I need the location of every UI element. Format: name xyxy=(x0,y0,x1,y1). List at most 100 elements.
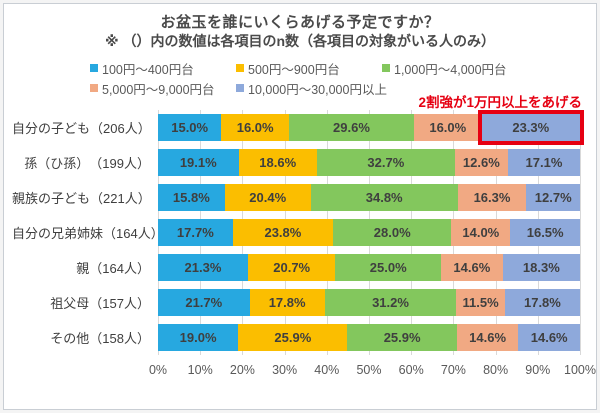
chart-row: 孫（ひ孫） （199人） 19.1% 18.6% 32.7% 12.6% 17.1% xyxy=(12,145,580,180)
plot-area: 自分の子ども（206人） 15.0% 16.0% 29.6% 16.0% 23.3% 孫（ひ… xyxy=(12,110,596,381)
bar-segment-value: 25.9% xyxy=(274,330,312,345)
row-label: 自分の兄弟姉妹（164人） xyxy=(12,226,164,241)
stacked-bar: 15.0% 16.0% 29.6% 16.0% 23.3% xyxy=(158,110,585,145)
bar-segment: 19.0% xyxy=(158,324,239,351)
bar-segment-value: 14.6% xyxy=(530,330,568,345)
chart: 自分の子ども（206人） 15.0% 16.0% 29.6% 16.0% 23.3% 孫（ひ… xyxy=(12,110,596,381)
bar-segment-value: 18.6% xyxy=(259,155,297,170)
bar-segment-value: 19.0% xyxy=(179,330,217,345)
x-axis-tick: 20% xyxy=(229,363,255,377)
bar-segment-value: 20.4% xyxy=(249,190,287,205)
bar-segment: 14.0% xyxy=(451,219,511,246)
bar-segment: 23.8% xyxy=(232,219,334,246)
bar-segment: 17.8% xyxy=(504,289,580,316)
bar-segment-value: 16.0% xyxy=(236,120,274,135)
bar-segment: 31.2% xyxy=(324,289,457,316)
bar-segment: 11.5% xyxy=(456,289,505,316)
bar-segment-value: 17.7% xyxy=(176,225,214,240)
legend-item-2: 1,000円〜4,000円台 xyxy=(382,58,586,78)
chart-row: 祖父母（157人） 21.7% 17.8% 31.2% 11.5% 17.8% xyxy=(12,285,580,320)
legend-swatch-icon xyxy=(236,84,244,92)
bar-segment: 16.0% xyxy=(221,114,289,141)
bar-segment-value: 14.6% xyxy=(453,260,491,275)
legend-item-0: 100円〜400円台 xyxy=(90,58,236,78)
bar-segment: 16.0% xyxy=(413,114,482,141)
bar-segment: 32.7% xyxy=(316,149,455,176)
bar-segment-value: 21.7% xyxy=(185,295,223,310)
bar-segment: 17.1% xyxy=(507,149,580,176)
chart-frame: お盆玉を誰にいくらあげる予定ですか？ ※ （）内の数値は各項目のn数（各項目の対… xyxy=(3,3,597,410)
x-axis-tick: 10% xyxy=(187,363,213,377)
x-axis-tick: 30% xyxy=(272,363,298,377)
bar-segment-value: 31.2% xyxy=(372,295,409,310)
stacked-bar: 19.0% 25.9% 25.9% 14.6% 14.6% xyxy=(158,324,580,351)
bar-segment: 20.7% xyxy=(247,254,336,281)
gridline xyxy=(580,110,581,355)
stacked-bar: 21.7% 17.8% 31.2% 11.5% 17.8% xyxy=(158,289,580,316)
chart-subtitle: ※ （）内の数値は各項目のn数（各項目の対象がいる人のみ） xyxy=(104,33,496,49)
row-label: 自分の子ども（206人） xyxy=(12,121,151,136)
bar-segment: 16.5% xyxy=(510,219,580,246)
bar-segment: 28.0% xyxy=(333,219,452,246)
legend-item-1: 500円〜900円台 xyxy=(236,58,382,78)
stacked-bar: 19.1% 18.6% 32.7% 12.6% 17.1% xyxy=(158,149,580,176)
x-axis-tick: 70% xyxy=(440,363,466,377)
chart-row: 自分の子ども（206人） 15.0% 16.0% 29.6% 16.0% 23.3% xyxy=(12,110,585,145)
row-label: 孫（ひ孫） （199人） xyxy=(24,156,150,171)
x-axis-tick: 0% xyxy=(148,363,168,377)
bar-segment-value: 21.3% xyxy=(184,260,222,275)
bar-segment-value: 12.6% xyxy=(462,155,500,170)
legend-item-4: 10,000円〜30,000円以上 xyxy=(236,78,387,98)
bar-segment-value: 23.3% xyxy=(512,120,550,135)
stacked-bar: 17.7% 23.8% 28.0% 14.0% 16.5% xyxy=(158,219,580,246)
stacked-bar: 21.3% 20.7% 25.0% 14.6% 18.3% xyxy=(158,254,580,281)
bar-segment-value: 25.0% xyxy=(369,260,407,275)
row-label: 親族の子ども（221人） xyxy=(12,191,151,206)
annotation-text: 2割強が1万円以上をあげる xyxy=(418,95,582,110)
bar-segment-value: 18.3% xyxy=(522,260,560,275)
bar-segment: 21.3% xyxy=(158,254,248,281)
legend: 100円〜400円台 500円〜900円台 1,000円〜4,000円台 5,000円… xyxy=(90,58,586,98)
row-label: 祖父母（157人） xyxy=(50,296,150,311)
x-axis-tick: 40% xyxy=(314,363,340,377)
bar-segment: 34.8% xyxy=(310,184,458,211)
x-axis-tick: 60% xyxy=(398,363,424,377)
bar-segment: 25.0% xyxy=(335,254,442,281)
bar-segment-value: 34.8% xyxy=(365,190,403,205)
legend-label: 100円〜400円台 xyxy=(102,62,194,77)
bar-segment-value: 16.5% xyxy=(526,225,564,240)
bar-segment: 16.3% xyxy=(457,184,527,211)
legend-item-3: 5,000円〜9,000円台 xyxy=(90,78,236,98)
bar-segment-value: 29.6% xyxy=(333,120,370,135)
bar-segment: 18.6% xyxy=(238,149,317,176)
bar-segment-value: 14.6% xyxy=(469,330,507,345)
bar-rows: 自分の子ども（206人） 15.0% 16.0% 29.6% 16.0% 23.3% 孫（ひ… xyxy=(12,110,585,355)
legend-swatch-icon xyxy=(90,84,98,92)
bar-segment: 14.6% xyxy=(456,324,519,351)
row-label: その他（158人） xyxy=(50,331,150,346)
bar-segment-value: 11.5% xyxy=(462,295,499,310)
x-axis: 0% 10% 20% 30% 40% 50% 60% 70% 80% 90% 100% xyxy=(149,355,596,381)
bar-segment-value: 20.7% xyxy=(273,260,311,275)
bar-segment: 25.9% xyxy=(238,324,348,351)
bar-segment: 15.8% xyxy=(158,184,225,211)
legend-label: 10,000円〜30,000円以上 xyxy=(248,82,387,97)
bar-segment-value: 14.0% xyxy=(462,225,500,240)
legend-label: 5,000円〜9,000円台 xyxy=(102,82,215,97)
chart-row: 親族の子ども（221人） 15.8% 20.4% 34.8% 16.3% 12.7% xyxy=(12,180,580,215)
bar-segment: 12.7% xyxy=(526,184,580,211)
row-label: 親（164人） xyxy=(76,261,150,276)
bar-segment: 25.9% xyxy=(347,324,457,351)
bar-segment-value: 12.7% xyxy=(534,190,572,205)
bar-segment-value: 32.7% xyxy=(367,155,405,170)
bar-segment-value: 19.1% xyxy=(179,155,217,170)
bar-segment-value: 17.1% xyxy=(525,155,563,170)
bar-segment: 21.7% xyxy=(158,289,250,316)
chart-row: 自分の兄弟姉妹（164人） 17.7% 23.8% 28.0% 14.0% 16.5% xyxy=(12,215,580,250)
x-axis-tick: 50% xyxy=(356,363,382,377)
stacked-bar: 15.8% 20.4% 34.8% 16.3% 12.7% xyxy=(158,184,580,211)
legend-swatch-icon xyxy=(382,64,390,72)
bar-segment-value: 17.8% xyxy=(523,295,561,310)
bar-segment: 18.3% xyxy=(502,254,580,281)
bar-segment-value: 17.8% xyxy=(268,295,306,310)
